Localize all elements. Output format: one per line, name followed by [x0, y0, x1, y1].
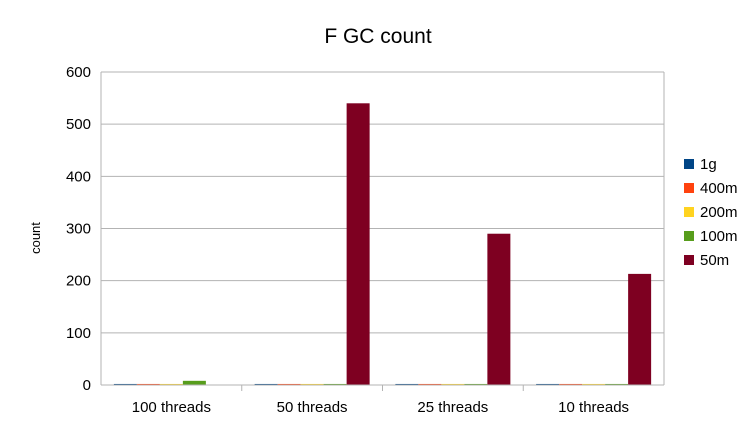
bar-100m [323, 383, 347, 385]
bar-1g [536, 383, 560, 385]
legend: 1g 400m 200m 100m 50m [684, 156, 738, 269]
y-tick-label: 500 [66, 116, 91, 133]
bar-50m [346, 103, 370, 386]
bar-200m [159, 383, 183, 385]
bar-200m [582, 383, 606, 385]
legend-label: 50m [700, 252, 729, 269]
bar-100m [182, 380, 206, 385]
bar-50m [487, 233, 511, 385]
x-tick-labels: 100 threads 50 threads 25 threads 10 thread… [132, 399, 629, 416]
legend-label: 400m [700, 180, 738, 197]
y-tick-label: 200 [66, 273, 91, 290]
legend-swatch-1g [684, 159, 694, 169]
bar-50m [628, 273, 652, 385]
bar-1g [254, 383, 278, 385]
bar-200m [441, 383, 465, 385]
legend-label: 100m [700, 228, 738, 245]
bars [113, 103, 652, 386]
y-tick-label: 400 [66, 168, 91, 185]
bar-1g [113, 383, 137, 385]
x-tick-label: 25 threads [417, 399, 488, 416]
x-tick-label: 100 threads [132, 399, 211, 416]
y-tick-label: 600 [66, 64, 91, 81]
bar-400m [418, 383, 442, 385]
bar-400m [136, 383, 160, 385]
bar-200m [300, 383, 324, 385]
axes [100, 72, 665, 391]
bar-100m [605, 383, 629, 385]
y-axis-label: count [28, 222, 43, 254]
bar-1g [395, 383, 419, 385]
legend-label: 200m [700, 204, 738, 221]
gridlines [101, 71, 664, 386]
x-tick-label: 50 threads [277, 399, 348, 416]
legend-swatch-400m [684, 183, 694, 193]
legend-swatch-50m [684, 255, 694, 265]
bar-100m [464, 383, 488, 385]
bar-400m [559, 383, 583, 385]
chart-title: F GC count [324, 25, 432, 48]
y-tick-label: 300 [66, 221, 91, 238]
y-tick-label: 0 [83, 377, 91, 394]
y-tick-label: 100 [66, 325, 91, 342]
bar-400m [277, 383, 301, 385]
legend-swatch-100m [684, 231, 694, 241]
y-tick-labels: 0 100 200 300 400 500 600 [66, 64, 91, 394]
x-tick-label: 10 threads [558, 399, 629, 416]
legend-label: 1g [700, 156, 717, 173]
legend-swatch-200m [684, 207, 694, 217]
